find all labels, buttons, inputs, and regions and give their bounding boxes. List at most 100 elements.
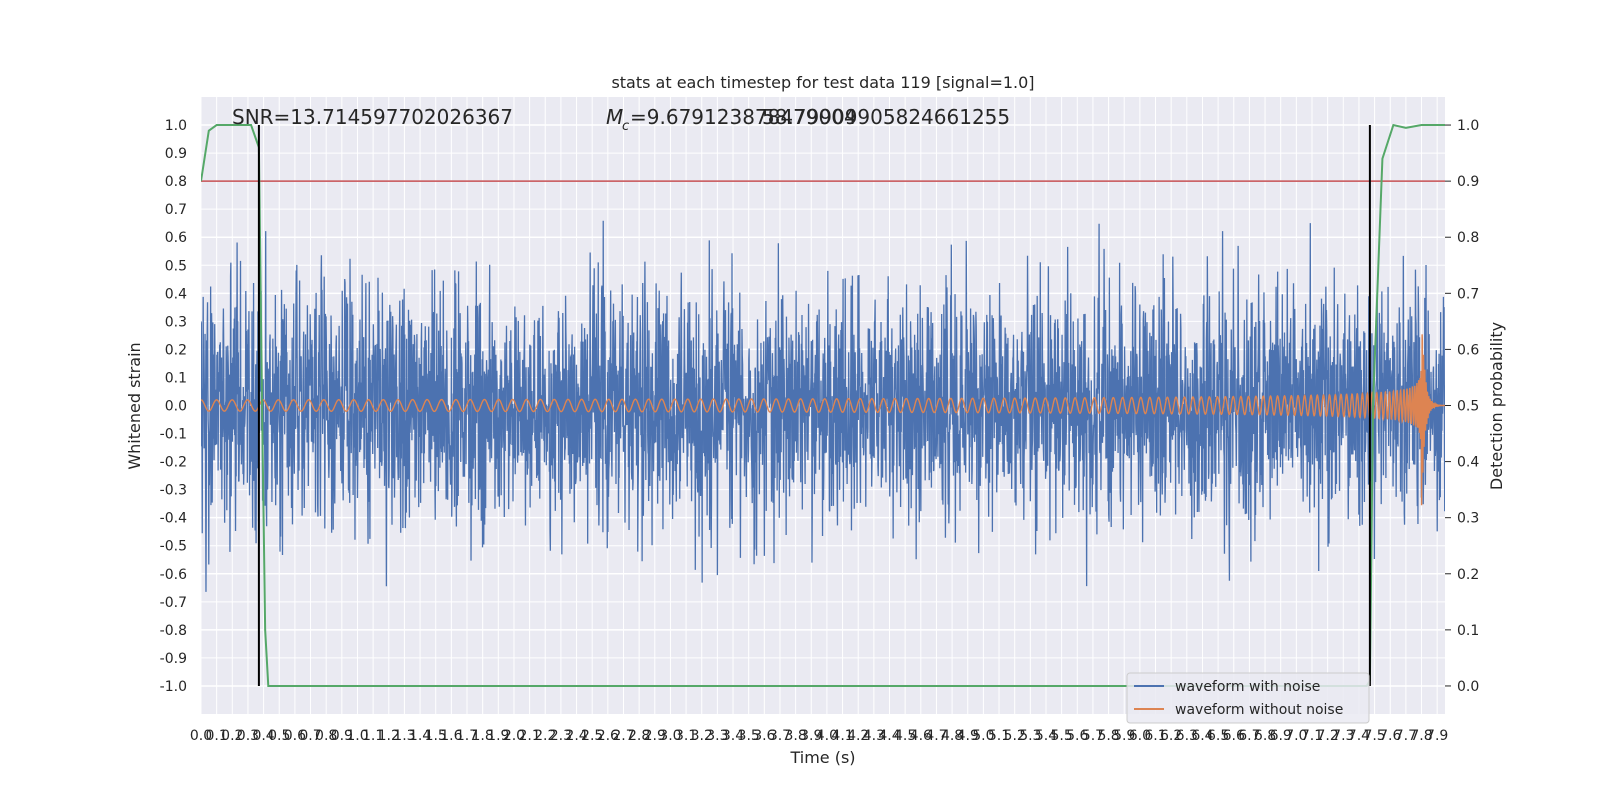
- y-tick-label-left: 0.1: [165, 370, 187, 386]
- y-axis-left-ticks: -1.0 -0.9 -0.8 -0.7 -0.6 -0.5 -0.4 -0.3 -0.2 -0.1…: [160, 118, 187, 695]
- x-tick-label: 1.5: [425, 728, 447, 744]
- y-tick-label-left: 0.6: [165, 230, 187, 246]
- y-tick-label-left: -0.2: [160, 455, 187, 471]
- x-tick-label: 2.0: [503, 728, 525, 744]
- y-tick-label-left: -0.3: [160, 483, 187, 499]
- x-tick-label: 0.5: [268, 728, 290, 744]
- legend-label-noise: waveform with noise: [1175, 679, 1320, 695]
- y-tick-label-left: -0.8: [160, 623, 187, 639]
- legend-label-clean: waveform without noise: [1175, 702, 1343, 718]
- y-tick-label-right: 0.0: [1457, 679, 1479, 695]
- x-tick-label: 5.4: [1035, 728, 1057, 744]
- x-tick-label: 6.1: [1144, 728, 1166, 744]
- x-tick-label: 7.7: [1395, 728, 1417, 744]
- mc-value-b: 58.79909905824661255: [762, 105, 1010, 129]
- legend: waveform with noise waveform without noi…: [1126, 672, 1370, 724]
- x-tick-label: 5.3: [1019, 728, 1041, 744]
- x-tick-label: 3.8: [784, 728, 806, 744]
- x-tick-label: 4.0: [816, 728, 838, 744]
- x-tick-label: 3.3: [706, 728, 728, 744]
- y-tick-label-right: 0.3: [1457, 511, 1479, 527]
- y-tick-label-left: -1.0: [160, 679, 187, 695]
- x-tick-label: 1.9: [487, 728, 509, 744]
- x-tick-label: 1.7: [456, 728, 478, 744]
- snr-annotation: SNR=13.714597702026367: [232, 105, 513, 129]
- y-tick-label-left: 0.2: [165, 342, 187, 358]
- x-axis-ticks: 0.00.10.20.30.40.50.60.70.80.91.01.11.21…: [190, 728, 1448, 744]
- y-tick-label-right: 0.7: [1457, 286, 1479, 302]
- x-tick-label: 1.0: [346, 728, 368, 744]
- x-tick-label: 3.1: [675, 728, 697, 744]
- x-tick-label: 5.8: [1097, 728, 1119, 744]
- x-tick-label: 0.1: [206, 728, 228, 744]
- x-tick-label: 5.6: [1066, 728, 1088, 744]
- probability-line: [201, 123, 1445, 687]
- x-tick-label: 1.2: [378, 728, 400, 744]
- x-tick-label: 1.8: [472, 728, 494, 744]
- x-tick-label: 2.2: [534, 728, 556, 744]
- x-tick-label: 6.2: [1160, 728, 1182, 744]
- y-axis-right-ticks: 0.0 0.1 0.2 0.3 0.4 0.5 0.6 0.7 0.8 0.9 1.0: [1445, 118, 1479, 695]
- x-tick-label: 3.2: [691, 728, 713, 744]
- x-tick-label: 4.4: [878, 728, 900, 744]
- x-tick-label: 0.9: [331, 728, 353, 744]
- x-tick-label: 1.3: [393, 728, 415, 744]
- y-tick-label-left: 0.3: [165, 314, 187, 330]
- x-tick-label: 3.7: [769, 728, 791, 744]
- x-tick-label: 4.1: [831, 728, 853, 744]
- x-tick-label: 7.3: [1332, 728, 1354, 744]
- y-tick-label-left: 0.4: [165, 286, 187, 302]
- x-tick-label: 4.7: [925, 728, 947, 744]
- x-tick-label: 4.3: [863, 728, 885, 744]
- x-tick-label: 7.6: [1379, 728, 1401, 744]
- mc-subscript: c: [622, 119, 629, 134]
- x-tick-label: 0.7: [299, 728, 321, 744]
- x-tick-label: 0.8: [315, 728, 337, 744]
- y-tick-label-left: -0.7: [160, 595, 187, 611]
- x-tick-label: 1.4: [409, 728, 431, 744]
- x-tick-label: 7.1: [1301, 728, 1323, 744]
- x-tick-label: 7.2: [1317, 728, 1339, 744]
- y-tick-label-left: -0.4: [160, 511, 187, 527]
- y-tick-label-left: 0.8: [165, 174, 187, 190]
- noise-line: [201, 220, 1445, 592]
- y-tick-label-right: 0.5: [1457, 399, 1479, 415]
- x-tick-label: 0.4: [252, 728, 274, 744]
- y-tick-label-left: -0.5: [160, 539, 187, 555]
- x-tick-label: 2.6: [597, 728, 619, 744]
- y-tick-label-right: 0.1: [1457, 623, 1479, 639]
- x-tick-label: 3.4: [722, 728, 744, 744]
- x-tick-label: 6.6: [1223, 728, 1245, 744]
- y-tick-label-right: 0.9: [1457, 174, 1479, 190]
- x-tick-label: 7.0: [1285, 728, 1307, 744]
- x-tick-label: 2.7: [612, 728, 634, 744]
- x-tick-label: 2.4: [565, 728, 587, 744]
- x-tick-label: 1.6: [440, 728, 462, 744]
- x-axis-label: Time (s): [789, 748, 855, 767]
- x-tick-label: 6.0: [1129, 728, 1151, 744]
- series-waveform-without-noise: [201, 334, 1445, 506]
- x-tick-label: 5.0: [972, 728, 994, 744]
- series-waveform-with-noise: [201, 220, 1445, 592]
- y-tick-label-left: -0.6: [160, 567, 187, 583]
- x-tick-label: 0.2: [221, 728, 243, 744]
- y-tick-label-right: 0.6: [1457, 342, 1479, 358]
- x-tick-label: 3.5: [738, 728, 760, 744]
- x-tick-label: 7.5: [1363, 728, 1385, 744]
- x-tick-label: 4.9: [957, 728, 979, 744]
- x-tick-label: 6.7: [1238, 728, 1260, 744]
- x-tick-label: 5.7: [1082, 728, 1104, 744]
- legend-box: [1126, 672, 1370, 724]
- x-tick-label: 6.8: [1254, 728, 1276, 744]
- x-tick-label: 0.3: [237, 728, 259, 744]
- y-tick-label-right: 0.4: [1457, 455, 1479, 471]
- x-tick-label: 4.5: [894, 728, 916, 744]
- x-tick-label: 3.9: [800, 728, 822, 744]
- x-tick-label: 2.3: [550, 728, 572, 744]
- x-tick-label: 7.8: [1410, 728, 1432, 744]
- x-tick-label: 2.5: [581, 728, 603, 744]
- y-axis-left-label: Whitened strain: [125, 342, 144, 469]
- mc-symbol: M: [606, 105, 623, 129]
- x-tick-label: 0.0: [190, 728, 212, 744]
